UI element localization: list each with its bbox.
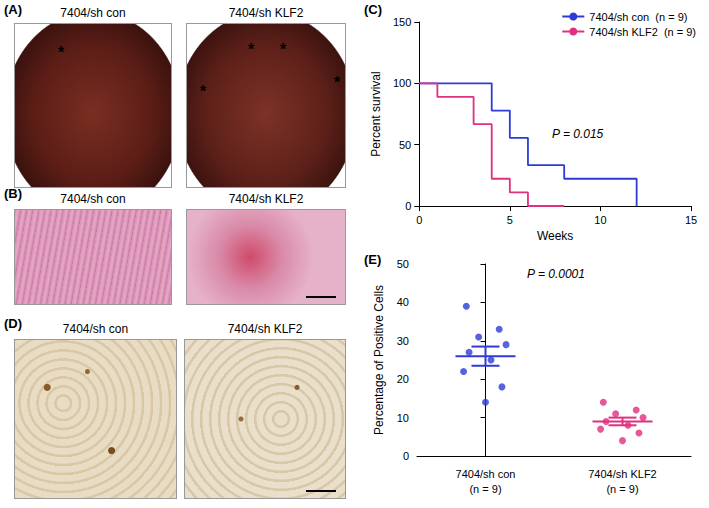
- html-text:7404/sh con: 7404/sh con: [60, 6, 126, 20]
- svg-text:0: 0: [416, 214, 422, 226]
- svg-text:7404/sh con: 7404/sh con: [456, 468, 516, 480]
- svg-text:P = 0.015: P = 0.015: [552, 127, 604, 141]
- svg-text:7404/sh KLF2: 7404/sh KLF2: [588, 468, 657, 480]
- svg-text:150: 150: [393, 16, 411, 28]
- svg-text:30: 30: [397, 335, 409, 347]
- svg-text:100: 100: [393, 77, 411, 89]
- svg-text:10: 10: [594, 214, 606, 226]
- svg-text:50: 50: [397, 258, 409, 270]
- svg-text:50: 50: [399, 139, 411, 151]
- html-text:(B): (B): [4, 186, 22, 201]
- svg-text:Percentage of Positive Cells: Percentage of Positive Cells: [372, 285, 386, 435]
- html-text:7404/sh con: 7404/sh con: [60, 192, 126, 206]
- svg-text:0: 0: [403, 450, 409, 462]
- svg-text:Weeks: Weeks: [537, 229, 573, 243]
- svg-text:20: 20: [397, 373, 409, 385]
- svg-text:7404/sh KLF2 (n = 9): 7404/sh KLF2 (n = 9): [589, 26, 696, 38]
- html-text:(D): (D): [4, 316, 22, 331]
- svg-text:40: 40: [397, 296, 409, 308]
- html-text:7404/sh KLF2: 7404/sh KLF2: [228, 192, 304, 206]
- html-text:7404/sh con: 7404/sh con: [62, 322, 129, 336]
- html-text:(C): (C): [364, 2, 382, 17]
- svg-text:(n = 9): (n = 9): [469, 483, 501, 495]
- svg-text:5: 5: [507, 214, 513, 226]
- svg-text:P = 0.0001: P = 0.0001: [527, 267, 585, 281]
- html-text:7404/sh KLF2: 7404/sh KLF2: [227, 322, 303, 336]
- html-text:(A): (A): [4, 2, 22, 17]
- svg-text:7404/sh con (n = 9): 7404/sh con (n = 9): [589, 11, 687, 23]
- svg-text:Percent survival: Percent survival: [369, 71, 383, 156]
- html-text:(E): (E): [364, 252, 382, 267]
- svg-text:15: 15: [685, 214, 697, 226]
- svg-text:(n = 9): (n = 9): [606, 483, 638, 495]
- html-text:7404/sh KLF2: 7404/sh KLF2: [228, 6, 304, 20]
- svg-text:0: 0: [405, 200, 411, 212]
- svg-text:10: 10: [397, 412, 409, 424]
